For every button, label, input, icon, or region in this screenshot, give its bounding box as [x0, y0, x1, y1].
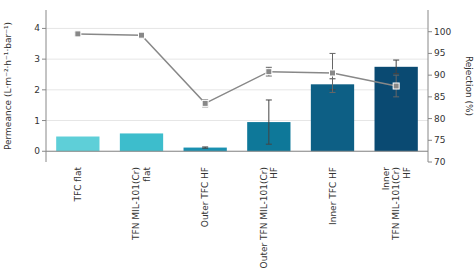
error-line — [396, 60, 397, 74]
grid-line — [46, 89, 428, 90]
tick-label: 95 — [434, 48, 445, 58]
error-line — [268, 100, 269, 144]
bar — [184, 148, 227, 152]
bar — [375, 67, 418, 151]
line — [78, 34, 396, 103]
tick — [428, 53, 432, 54]
tick — [428, 31, 432, 32]
error-cap — [393, 96, 399, 97]
tick-label: 80 — [434, 114, 446, 124]
plot-area — [56, 31, 418, 151]
marker — [139, 32, 145, 38]
tick — [428, 118, 432, 119]
grid — [46, 28, 428, 151]
chart: TFC flatTFN MIL-101(Cr)flatOuter TFC HFO… — [0, 0, 474, 274]
tick-label: 90 — [434, 70, 446, 80]
error-cap — [202, 148, 208, 149]
marker — [202, 100, 208, 106]
error-cap — [202, 146, 208, 147]
error-cap — [393, 75, 399, 76]
category-label-line: TFC flat — [73, 167, 83, 203]
tick-label: 4 — [34, 23, 40, 33]
bar — [311, 84, 354, 151]
tick — [428, 162, 432, 163]
marker — [75, 31, 81, 37]
category-label: Outer TFN MIL-101(Cr)HF — [259, 167, 280, 268]
tick-label: 3 — [34, 54, 40, 64]
marker — [393, 83, 399, 89]
error-cap — [266, 76, 272, 77]
category-label-line: Outer TFC HF — [200, 167, 210, 227]
error-bar — [393, 75, 399, 97]
tick-label: 85 — [434, 92, 445, 102]
grid-line — [46, 59, 428, 60]
error-cap — [266, 99, 272, 100]
error-bar — [202, 147, 208, 148]
category-label-line: Inner TFC HF — [328, 167, 338, 225]
tick-label: 0 — [34, 146, 40, 156]
error-cap — [393, 60, 399, 61]
tick — [42, 89, 46, 90]
tick-label: 2 — [34, 85, 40, 95]
tick — [42, 120, 46, 121]
tick — [428, 140, 432, 141]
y2-axis-line — [428, 10, 429, 162]
tick — [428, 96, 432, 97]
error-cap — [266, 67, 272, 68]
category-label-line: flat — [142, 167, 152, 182]
grid-line — [46, 28, 428, 29]
tick-label: 70 — [434, 157, 446, 167]
tick — [42, 151, 46, 152]
category-label-line: Inner — [381, 167, 391, 191]
error-bar — [266, 67, 272, 76]
category-label: Outer TFC HF — [200, 167, 210, 227]
category-label: TFC flat — [73, 167, 83, 203]
bar — [56, 137, 99, 152]
tick-label: 100 — [434, 27, 451, 37]
tick — [428, 75, 432, 76]
category-label: InnerTFN MIL-101(Cr)HF — [381, 167, 412, 241]
category-label-line: HF — [402, 167, 412, 179]
category-label: Inner TFC HF — [328, 167, 338, 225]
error-cap — [393, 73, 399, 74]
axes: 0 1 2 3 4 70 75 80 85 90 95 100 — [34, 10, 451, 167]
tick-label: 1 — [34, 116, 40, 126]
error-bar — [330, 53, 336, 92]
grid-line — [46, 151, 428, 152]
error-cap — [266, 144, 272, 145]
error-bar — [393, 60, 399, 74]
error-cap — [330, 53, 336, 54]
error-bar — [202, 100, 208, 107]
category-label: TFN MIL-101(Cr)flat — [131, 167, 152, 241]
tick-label: 75 — [434, 135, 445, 145]
tick — [42, 28, 46, 29]
y-axis-line — [46, 10, 47, 162]
y2-axis-label: Rejection (%) — [464, 56, 474, 116]
y-axis-label: Permeance (L·m⁻²·h⁻¹·bar⁻¹) — [3, 22, 13, 150]
bar — [120, 133, 163, 151]
error-cap — [330, 92, 336, 93]
grid-line — [46, 120, 428, 121]
tick — [42, 59, 46, 60]
category-label-line: TFN MIL-101(Cr) — [131, 167, 141, 241]
category-label-line: HF — [269, 167, 279, 179]
baseline — [46, 151, 428, 152]
category-label-line: Outer TFN MIL-101(Cr) — [259, 167, 269, 268]
error-bar — [266, 100, 272, 144]
category-label-line: TFN MIL-101(Cr) — [391, 167, 401, 241]
marker — [266, 69, 272, 75]
marker — [330, 70, 336, 76]
